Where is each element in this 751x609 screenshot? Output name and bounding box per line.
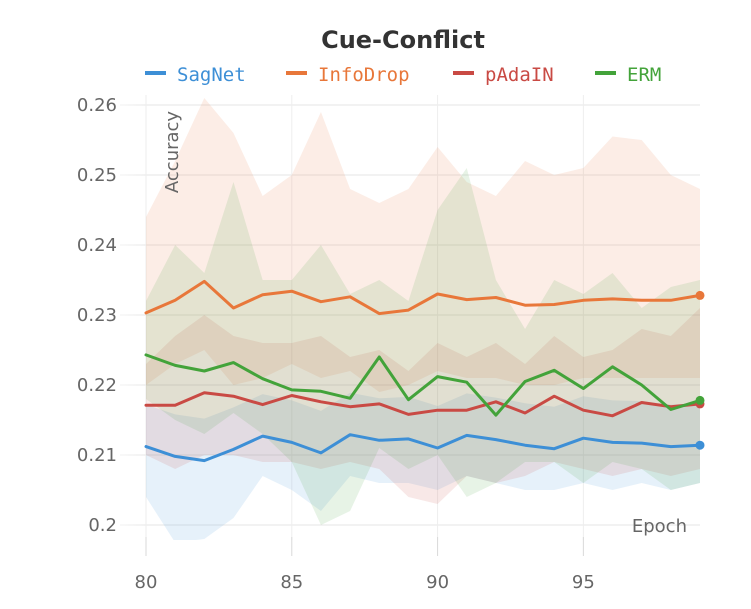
y-axis-ticks: 0.2 0.21 0.22 0.23 0.24 0.25 0.26	[77, 95, 117, 536]
padain-line	[144, 391, 702, 418]
y-tick-label: 0.24	[77, 235, 117, 256]
y-tick-label: 0.26	[77, 95, 117, 116]
x-axis-ticks: 80 85 90 95	[135, 537, 595, 593]
x-tick-label: 85	[280, 572, 303, 593]
x-axis-label: Epoch	[632, 516, 687, 537]
x-tick-label: 90	[426, 572, 449, 593]
legend-label: InfoDrop	[318, 64, 410, 86]
legend-item-erm[interactable]: ERM	[595, 64, 661, 86]
legend-label: SagNet	[177, 64, 246, 86]
sagnet-endpoint	[695, 440, 705, 450]
x-tick-label: 95	[572, 572, 595, 593]
y-tick-label: 0.22	[77, 375, 117, 396]
legend-item-padain[interactable]: pAdaIN	[453, 64, 554, 86]
confidence-bands	[146, 98, 700, 540]
series-endpoints	[695, 290, 705, 450]
y-tick-label: 0.23	[77, 305, 117, 326]
erm-endpoint	[695, 395, 705, 405]
infodrop-endpoint	[695, 290, 705, 300]
erm-line	[144, 353, 702, 417]
y-tick-label: 0.2	[88, 515, 117, 536]
legend-label: ERM	[627, 64, 661, 86]
legend-item-infodrop[interactable]: InfoDrop	[286, 64, 410, 86]
infodrop-band	[146, 98, 700, 392]
left-fade-overlay	[95, 85, 145, 540]
sagnet-line	[144, 433, 702, 463]
chart-title: Cue-Conflict	[321, 26, 485, 54]
legend: SagNet InfoDrop pAdaIN ERM	[145, 64, 661, 86]
y-tick-label: 0.21	[77, 445, 117, 466]
padain-band	[146, 308, 700, 504]
legend-label: pAdaIN	[485, 64, 554, 86]
y-axis-label: Accuracy	[162, 111, 183, 194]
legend-item-sagnet[interactable]: SagNet	[145, 64, 246, 86]
y-tick-label: 0.25	[77, 165, 117, 186]
x-tick-label: 80	[135, 572, 158, 593]
series-lines	[144, 279, 702, 463]
erm-band	[146, 168, 700, 525]
sagnet-band	[146, 392, 700, 540]
infodrop-line	[144, 279, 702, 316]
